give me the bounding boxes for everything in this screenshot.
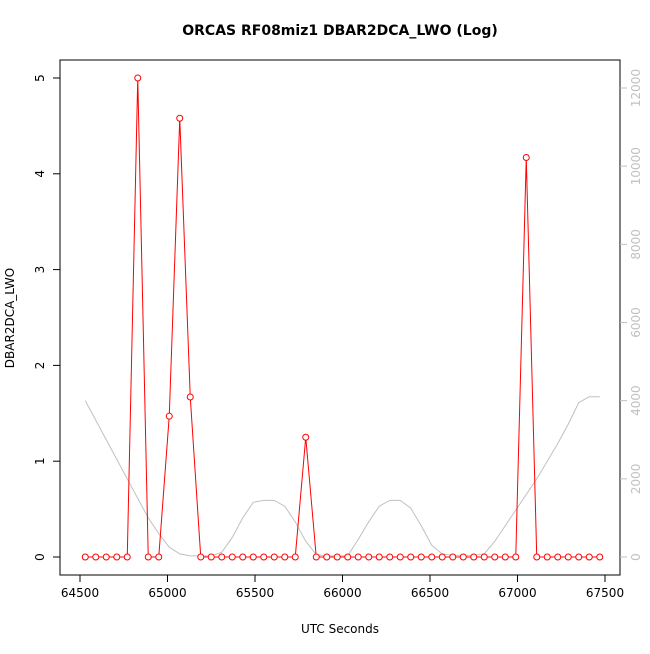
y2-tick-label: 6000 bbox=[629, 307, 643, 338]
data-point bbox=[312, 553, 320, 561]
x-tick-label: 67000 bbox=[498, 586, 536, 600]
data-point bbox=[176, 114, 184, 122]
data-point bbox=[155, 553, 163, 561]
data-point bbox=[543, 553, 551, 561]
y-tick-label: 5 bbox=[33, 74, 47, 82]
data-point bbox=[123, 553, 131, 561]
data-point bbox=[396, 553, 404, 561]
data-point bbox=[228, 553, 236, 561]
y2-tick-label: 10000 bbox=[629, 147, 643, 185]
data-point bbox=[491, 553, 499, 561]
y2-axis: 0 2000 4000 6000 8000 10000 12000 bbox=[620, 69, 643, 561]
data-point bbox=[428, 553, 436, 561]
data-point bbox=[81, 553, 89, 561]
y-axis: 0 1 2 3 4 5 bbox=[33, 74, 60, 561]
data-point bbox=[281, 553, 289, 561]
data-point bbox=[585, 553, 593, 561]
y2-tick-label: 2000 bbox=[629, 464, 643, 495]
data-point bbox=[501, 553, 509, 561]
y-tick-label: 2 bbox=[33, 362, 47, 370]
x-tick-label: 66000 bbox=[323, 586, 361, 600]
y-tick-label: 1 bbox=[33, 457, 47, 465]
data-point bbox=[449, 553, 457, 561]
data-point bbox=[333, 553, 341, 561]
data-point bbox=[533, 553, 541, 561]
data-point bbox=[575, 553, 583, 561]
data-point bbox=[438, 553, 446, 561]
data-point bbox=[134, 74, 142, 82]
data-point bbox=[102, 553, 110, 561]
x-axis-label: UTC Seconds bbox=[301, 622, 379, 636]
data-point bbox=[302, 433, 310, 441]
y-axis-label: DBAR2DCA_LWO bbox=[3, 268, 17, 368]
data-point bbox=[365, 553, 373, 561]
data-point bbox=[554, 553, 562, 561]
y-tick-label: 4 bbox=[33, 170, 47, 178]
data-point bbox=[260, 553, 268, 561]
series-line-primary bbox=[85, 77, 600, 558]
chart-title: ORCAS RF08miz1 DBAR2DCA_LWO (Log) bbox=[182, 23, 498, 39]
data-point bbox=[270, 553, 278, 561]
x-tick-label: 64500 bbox=[61, 586, 99, 600]
x-tick-label: 65500 bbox=[236, 586, 274, 600]
x-tick-label: 67500 bbox=[586, 586, 624, 600]
data-point bbox=[470, 553, 478, 561]
y2-tick-label: 8000 bbox=[629, 229, 643, 260]
data-point bbox=[249, 553, 257, 561]
data-point bbox=[291, 553, 299, 561]
data-point bbox=[186, 393, 194, 401]
series-layer bbox=[81, 74, 604, 561]
data-point bbox=[375, 553, 383, 561]
x-tick-label: 66500 bbox=[411, 586, 449, 600]
data-point bbox=[344, 553, 352, 561]
x-tick-label: 65000 bbox=[148, 586, 186, 600]
data-point bbox=[218, 553, 226, 561]
data-point bbox=[323, 553, 331, 561]
y2-tick-label: 4000 bbox=[629, 385, 643, 416]
series-line-secondary bbox=[84, 396, 600, 557]
data-point bbox=[386, 553, 394, 561]
data-point bbox=[480, 553, 488, 561]
plot-frame bbox=[59, 59, 621, 576]
y-tick-label: 0 bbox=[33, 553, 47, 561]
x-axis: 64500 65000 65500 66000 66500 67000 67500 bbox=[61, 575, 624, 600]
y2-tick-label: 12000 bbox=[629, 69, 643, 107]
data-point bbox=[354, 553, 362, 561]
data-point bbox=[92, 553, 100, 561]
data-point bbox=[197, 553, 205, 561]
data-point bbox=[459, 553, 467, 561]
data-point bbox=[165, 412, 173, 420]
data-point bbox=[596, 553, 604, 561]
data-point bbox=[564, 553, 572, 561]
data-point bbox=[522, 154, 530, 162]
data-point bbox=[417, 553, 425, 561]
data-point bbox=[239, 553, 247, 561]
data-point bbox=[512, 553, 520, 561]
data-point bbox=[407, 553, 415, 561]
data-point bbox=[207, 553, 215, 561]
data-point bbox=[144, 553, 152, 561]
y2-tick-label: 0 bbox=[629, 553, 643, 561]
data-point bbox=[113, 553, 121, 561]
y-tick-label: 3 bbox=[33, 266, 47, 274]
